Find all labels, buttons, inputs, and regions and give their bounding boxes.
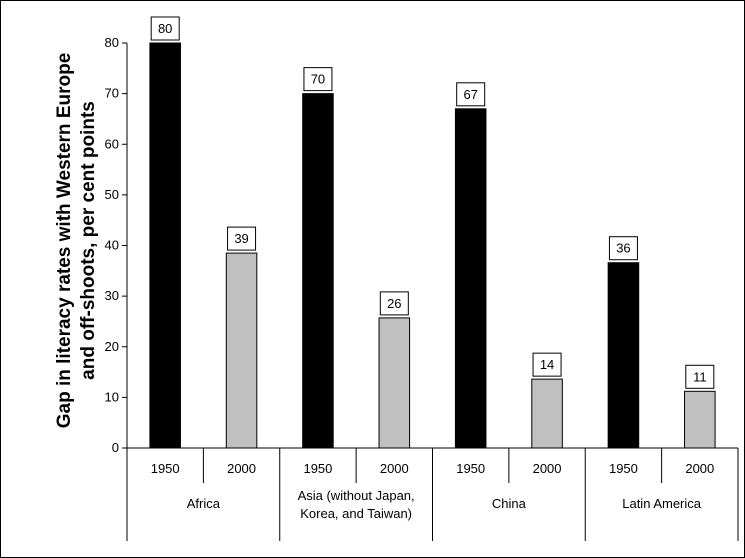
data-label: 39	[234, 231, 248, 246]
bar	[225, 252, 258, 449]
x-group-label: China	[492, 496, 527, 511]
bar	[607, 262, 640, 449]
bar	[149, 42, 181, 449]
y-tick-label: 30	[105, 288, 119, 303]
x-tick-label: 1950	[456, 461, 485, 476]
data-label: 80	[158, 21, 172, 36]
data-label: 14	[540, 357, 554, 372]
x-tick-label: 2000	[380, 461, 409, 476]
y-tick-label: 0	[112, 440, 119, 455]
data-label-box	[608, 236, 638, 261]
data-label: 70	[311, 72, 325, 87]
data-label: 36	[616, 241, 630, 256]
data-label: 67	[463, 87, 477, 102]
bar	[454, 108, 487, 449]
data-label-box	[379, 291, 409, 316]
y-tick-label: 40	[105, 238, 119, 253]
data-label-box	[532, 352, 562, 377]
x-tick-label: 1950	[303, 461, 332, 476]
bar	[531, 378, 563, 449]
data-label-box	[456, 82, 486, 107]
y-axis-title-line2: and off-shoots, per cent points	[78, 101, 99, 380]
x-group-label: Asia (without Japan,	[298, 488, 415, 503]
y-tick-label: 10	[105, 389, 119, 404]
bar	[378, 317, 411, 449]
data-label-box	[227, 226, 257, 251]
x-tick-label: 2000	[533, 461, 562, 476]
x-group-label: Korea, and Taiwan)	[300, 506, 412, 521]
y-tick-label: 80	[105, 35, 119, 50]
y-axis-title-line1: Gap in literacy rates with Western Europ…	[54, 53, 75, 429]
y-tick-label: 60	[105, 136, 119, 151]
y-tick-label: 50	[105, 187, 119, 202]
x-tick-label: 1950	[609, 461, 638, 476]
x-group-label: Latin America	[622, 496, 702, 511]
x-tick-label: 2000	[685, 461, 714, 476]
y-tick-label: 70	[105, 86, 119, 101]
data-label: 26	[387, 296, 401, 311]
data-label: 11	[693, 369, 707, 384]
data-label-box	[150, 16, 180, 41]
data-label-box	[685, 364, 715, 389]
x-group-label: Africa	[187, 496, 221, 511]
bar	[302, 93, 334, 449]
bar	[684, 390, 716, 449]
data-label-box	[303, 67, 333, 92]
x-tick-label: 2000	[227, 461, 256, 476]
y-tick-label: 20	[105, 339, 119, 354]
x-tick-label: 1950	[151, 461, 180, 476]
